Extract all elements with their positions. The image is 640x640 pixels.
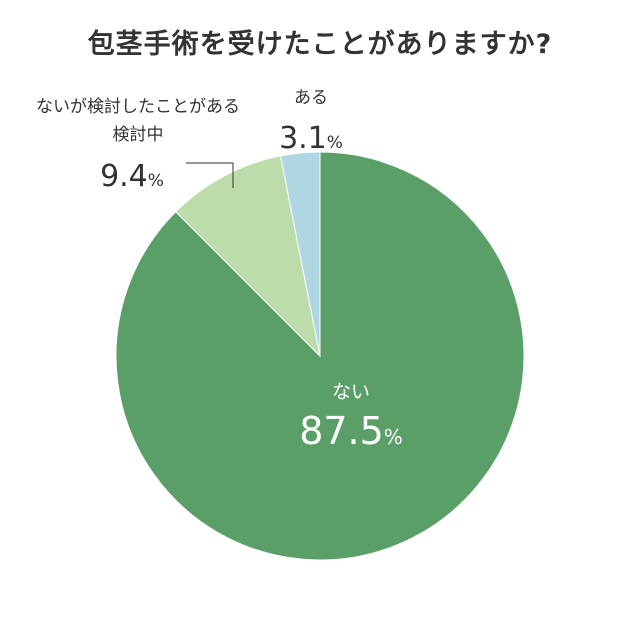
slice-value-considering-number: 9.4 (100, 159, 148, 194)
slice-label-considering-line2: 検討中 (113, 125, 164, 145)
slice-label-yes: ある (294, 88, 328, 108)
slice-value-considering: 9.4% (100, 159, 164, 194)
slice-label-no: ない (332, 381, 370, 403)
slice-label-considering-line1: ないが検討したことがある (36, 97, 240, 117)
leader-line-considering (186, 162, 234, 188)
slice-yes (279, 151, 321, 357)
slice-value-considering-unit: % (148, 171, 164, 191)
slice-value-no-number: 87.5 (299, 409, 384, 453)
slice-value-no-unit: % (384, 425, 403, 449)
slice-value-yes: 3.1% (279, 121, 343, 156)
slice-value-no: 87.5% (299, 409, 403, 453)
slice-value-yes-unit: % (327, 133, 343, 153)
slice-considering (175, 155, 321, 358)
slice-value-yes-number: 3.1 (279, 121, 327, 156)
chart-title: 包茎手術を受けたことがありますか? (87, 29, 553, 60)
